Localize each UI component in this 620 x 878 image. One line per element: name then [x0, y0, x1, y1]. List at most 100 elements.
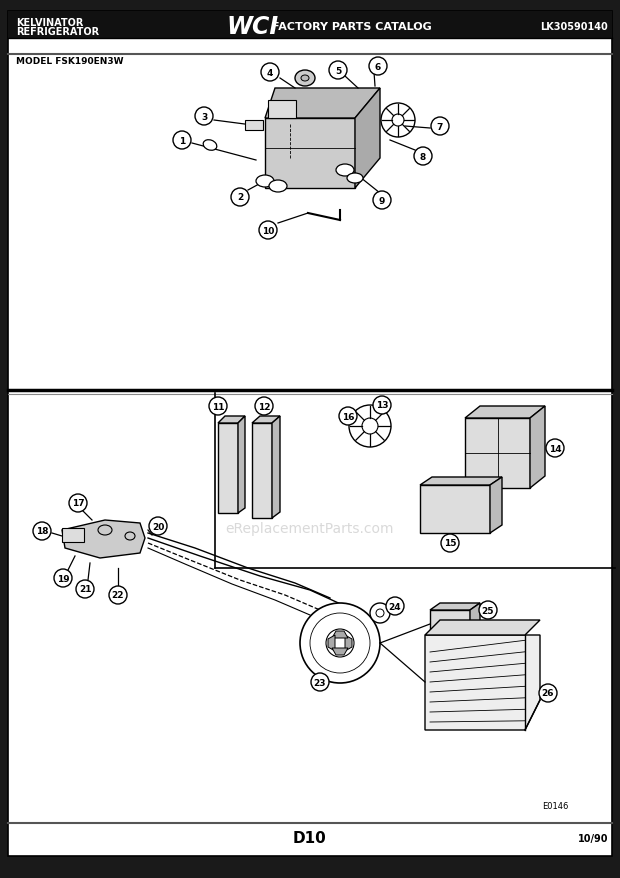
Text: 25: 25: [482, 606, 494, 615]
Ellipse shape: [392, 115, 404, 126]
Text: WCI: WCI: [226, 15, 278, 39]
Polygon shape: [265, 89, 380, 119]
Ellipse shape: [349, 406, 391, 448]
Circle shape: [195, 108, 213, 126]
Text: 26: 26: [542, 688, 554, 698]
Text: 1: 1: [179, 136, 185, 146]
Text: eReplacementParts.com: eReplacementParts.com: [226, 522, 394, 536]
Ellipse shape: [381, 104, 415, 138]
Text: 7: 7: [437, 122, 443, 132]
Circle shape: [431, 118, 449, 136]
Text: 11: 11: [212, 402, 224, 411]
Text: FACTORY PARTS CATALOG: FACTORY PARTS CATALOG: [272, 22, 432, 32]
Text: 22: 22: [112, 591, 124, 600]
Text: D10: D10: [293, 831, 327, 846]
Bar: [420, 486, 490, 534]
Ellipse shape: [310, 614, 370, 673]
Polygon shape: [252, 423, 272, 518]
Text: 4: 4: [267, 68, 273, 77]
Text: 24: 24: [389, 601, 401, 611]
Bar: [430, 610, 470, 638]
Circle shape: [329, 62, 347, 80]
Polygon shape: [332, 648, 348, 655]
Ellipse shape: [370, 603, 390, 623]
Circle shape: [441, 535, 459, 552]
Text: 3: 3: [201, 112, 207, 121]
Text: 12: 12: [258, 402, 270, 411]
Polygon shape: [218, 416, 245, 423]
Polygon shape: [355, 89, 380, 189]
Circle shape: [259, 222, 277, 240]
Polygon shape: [62, 521, 145, 558]
Text: 10: 10: [262, 227, 274, 235]
Circle shape: [386, 597, 404, 615]
Ellipse shape: [203, 140, 217, 151]
Circle shape: [231, 189, 249, 206]
Text: 14: 14: [549, 444, 561, 453]
Text: 8: 8: [420, 152, 426, 162]
Text: MODEL FSK190EN3W: MODEL FSK190EN3W: [16, 56, 123, 66]
Circle shape: [173, 132, 191, 150]
Text: 19: 19: [56, 574, 69, 583]
Circle shape: [209, 398, 227, 415]
Text: 9: 9: [379, 197, 385, 205]
Text: 23: 23: [314, 678, 326, 687]
Ellipse shape: [269, 181, 287, 193]
Ellipse shape: [98, 525, 112, 536]
Polygon shape: [465, 407, 545, 419]
Text: 20: 20: [152, 522, 164, 531]
Text: E0146: E0146: [542, 802, 568, 810]
Text: 10/90: 10/90: [577, 833, 608, 843]
Text: 6: 6: [375, 62, 381, 71]
Circle shape: [109, 587, 127, 604]
Polygon shape: [530, 407, 545, 488]
Polygon shape: [328, 636, 335, 651]
Ellipse shape: [376, 609, 384, 617]
Text: 5: 5: [335, 67, 341, 76]
Text: 15: 15: [444, 539, 456, 548]
Text: KELVINATOR: KELVINATOR: [16, 18, 83, 28]
Polygon shape: [425, 636, 540, 730]
Circle shape: [373, 397, 391, 414]
Ellipse shape: [347, 174, 363, 184]
Circle shape: [369, 58, 387, 76]
Circle shape: [546, 440, 564, 457]
Text: 13: 13: [376, 401, 388, 410]
Text: REFRIGERATOR: REFRIGERATOR: [16, 27, 99, 37]
Polygon shape: [252, 416, 280, 423]
Text: 2: 2: [237, 193, 243, 202]
Polygon shape: [425, 620, 540, 636]
Ellipse shape: [326, 630, 354, 658]
Polygon shape: [470, 603, 480, 638]
Polygon shape: [490, 478, 502, 534]
Text: 17: 17: [72, 499, 84, 507]
Circle shape: [373, 191, 391, 210]
Circle shape: [149, 517, 167, 536]
Polygon shape: [420, 478, 502, 486]
Circle shape: [339, 407, 357, 426]
Circle shape: [76, 580, 94, 598]
Bar: [62, 529, 84, 543]
Polygon shape: [430, 603, 480, 610]
Ellipse shape: [295, 71, 315, 87]
Bar: [268, 101, 296, 119]
Circle shape: [311, 673, 329, 691]
Text: 16: 16: [342, 412, 354, 421]
Polygon shape: [332, 631, 348, 638]
Circle shape: [54, 569, 72, 587]
Polygon shape: [238, 416, 245, 514]
Circle shape: [261, 64, 279, 82]
Circle shape: [539, 684, 557, 702]
Bar: [8, 12, 612, 39]
Ellipse shape: [362, 419, 378, 435]
Ellipse shape: [301, 76, 309, 82]
Circle shape: [255, 398, 273, 415]
Bar: [245, 121, 263, 131]
Polygon shape: [345, 636, 352, 651]
Polygon shape: [218, 423, 238, 514]
Ellipse shape: [125, 532, 135, 540]
Text: 21: 21: [79, 585, 91, 594]
Polygon shape: [265, 119, 355, 189]
Circle shape: [33, 522, 51, 540]
Ellipse shape: [300, 603, 380, 683]
